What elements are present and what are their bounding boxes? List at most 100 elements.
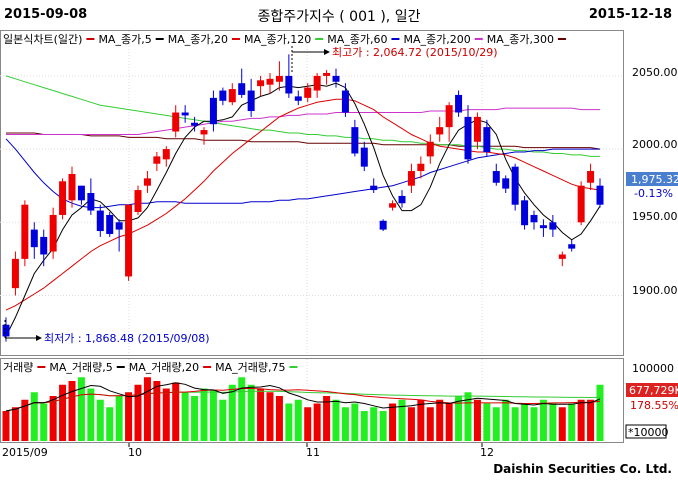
candle <box>228 83 236 106</box>
volume-bar <box>549 403 557 441</box>
volume-bar <box>341 407 349 441</box>
last-value-box <box>626 172 678 186</box>
vol-ma20-line <box>5 388 601 412</box>
candle <box>483 119 491 157</box>
candle <box>40 229 48 267</box>
candle <box>106 212 114 237</box>
volume-bar <box>134 384 142 441</box>
ma120-line <box>5 75 600 157</box>
volume-bar <box>558 407 566 441</box>
change-pct: -0.13% <box>634 187 673 200</box>
candle <box>49 207 57 259</box>
volume-bar <box>30 392 38 441</box>
volume-bar <box>483 403 491 441</box>
candle <box>587 163 595 191</box>
end-date: 2015-12-18 <box>588 7 672 22</box>
volume-bar <box>247 384 255 441</box>
candle <box>275 61 283 91</box>
volume-bar <box>266 392 274 441</box>
volume-bar <box>351 403 359 441</box>
volume-bar <box>40 403 48 441</box>
candle <box>285 54 293 98</box>
volume-bar <box>172 382 180 441</box>
legend-label: MA_종가,120 <box>244 33 311 46</box>
candle <box>473 112 481 150</box>
candle <box>445 102 453 142</box>
price-legend: 일본식차트(일간) MA_종가,5 MA_종가,20 MA_종가,120 MA_종가,6… <box>3 32 566 46</box>
legend-label: MA_거래량,20 <box>129 361 199 374</box>
candle <box>153 152 161 172</box>
volume-bar <box>77 377 85 441</box>
volume-bar <box>228 384 236 441</box>
candle <box>549 214 557 237</box>
volume-legend: 거래량 MA_거래량,5 MA_거래량,20 MA_거래량,75 <box>3 361 298 374</box>
volume-bars <box>2 377 604 441</box>
candle <box>209 90 217 132</box>
volume-bar <box>502 399 510 441</box>
candle <box>304 83 312 103</box>
volume-bar <box>143 377 151 441</box>
volume-ma-lines <box>5 382 601 412</box>
vol-pct: 178.55% <box>630 399 678 412</box>
volume-bar <box>323 396 331 441</box>
candle <box>134 185 142 215</box>
volume-bar <box>436 399 444 441</box>
volume-bar <box>59 384 67 441</box>
legend-label: MA_종가,60 <box>327 33 387 46</box>
volume-bar <box>106 407 114 441</box>
candle <box>341 83 349 117</box>
last-value: 1,975.32 <box>631 173 678 186</box>
volume-bar <box>21 399 29 441</box>
candle <box>351 119 359 157</box>
candle <box>294 90 302 106</box>
y-tick-2050: 2050.00 <box>632 66 678 79</box>
volume-bar <box>455 396 463 441</box>
volume-bar <box>492 407 500 441</box>
candle <box>398 190 406 208</box>
vol-y-tick-100000: 100000 <box>632 362 674 375</box>
candle <box>30 222 38 259</box>
y-tick-2000: 2000.00 <box>632 138 678 151</box>
x-label-11: 11 <box>306 446 320 459</box>
volume-bar <box>379 411 387 441</box>
candle <box>370 178 378 193</box>
candle <box>577 181 585 226</box>
volume-bar <box>285 403 293 441</box>
volume-bar <box>521 403 529 441</box>
volume-bar <box>473 399 481 441</box>
volume-bar <box>596 384 604 441</box>
legend-label: MA_종가,300 <box>487 33 554 46</box>
candle <box>379 219 387 232</box>
x-label-12: 12 <box>480 446 494 459</box>
volume-bar <box>68 381 76 441</box>
volume-bar <box>568 403 576 441</box>
candle <box>87 178 95 215</box>
y-tick-1900: 1900.00 <box>632 284 678 297</box>
volume-bar <box>313 403 321 441</box>
candlesticks <box>2 54 604 342</box>
grid <box>0 31 623 442</box>
volume-bar <box>238 377 246 441</box>
vol-ma5-line <box>5 382 601 412</box>
candle <box>257 75 265 97</box>
volume-bar <box>181 392 189 441</box>
ma20-line <box>5 98 601 311</box>
candle <box>323 70 331 85</box>
volume-bar <box>191 396 199 441</box>
volume-bar <box>200 388 208 441</box>
volume-bar <box>257 388 265 441</box>
candle <box>21 200 29 267</box>
volume-bar <box>294 399 302 441</box>
candle <box>125 204 133 281</box>
high-annotation: 최고가 : 2,064.72 (2015/10/29) <box>291 46 498 72</box>
legend-label: MA_종가,200 <box>403 33 470 46</box>
legend-label: MA_거래량,75 <box>215 361 285 374</box>
candle <box>162 146 170 167</box>
ma5-line <box>5 82 601 337</box>
candle <box>247 78 255 117</box>
candle <box>407 163 415 193</box>
candle <box>530 210 538 230</box>
volume-bar <box>398 399 406 441</box>
candle <box>558 251 566 267</box>
